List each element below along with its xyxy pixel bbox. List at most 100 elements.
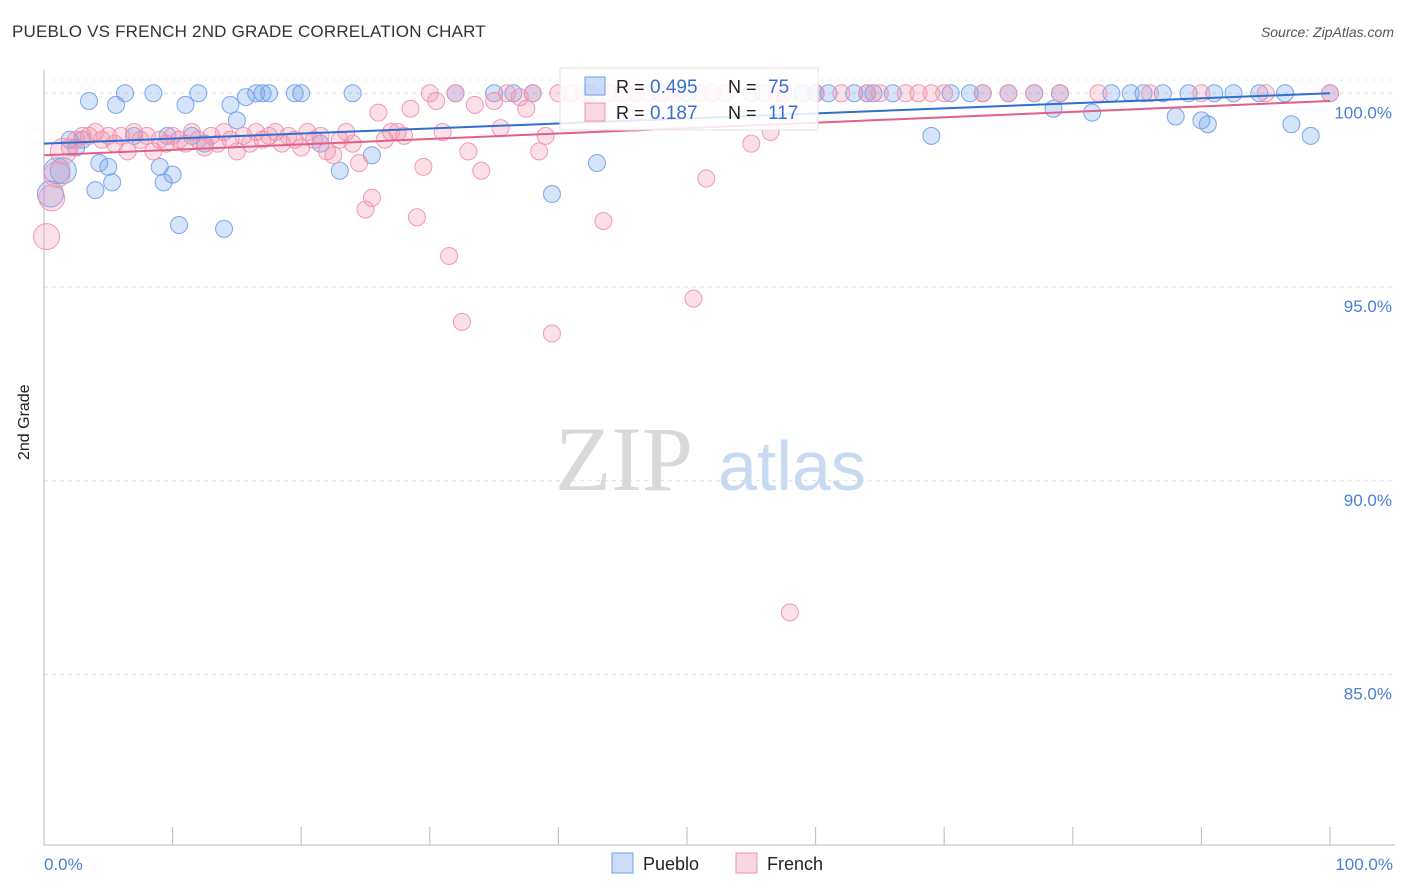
french-point xyxy=(1025,84,1044,103)
pueblo-point xyxy=(236,88,255,107)
french-point xyxy=(1050,84,1069,103)
french-point xyxy=(858,84,877,103)
pueblo-point xyxy=(253,84,272,103)
pueblo-point xyxy=(103,173,122,192)
french-point xyxy=(414,157,433,176)
pueblo-point xyxy=(1083,103,1102,122)
pueblo-point xyxy=(1153,84,1172,103)
french-point xyxy=(684,289,703,308)
pueblo-point xyxy=(1301,126,1320,145)
pueblo-point xyxy=(154,173,173,192)
pueblo-point xyxy=(845,84,864,103)
pueblo-point xyxy=(1198,115,1217,134)
pueblo-point xyxy=(819,84,838,103)
pueblo-stats-swatch xyxy=(584,76,606,96)
pueblo-point xyxy=(485,84,504,103)
french-point xyxy=(369,103,388,122)
french-point xyxy=(870,84,889,103)
french-point xyxy=(407,208,426,227)
french-point xyxy=(427,92,446,110)
pueblo-point xyxy=(1250,84,1269,103)
stats-legend: R = 0.495 N = 75 R = 0.187 N = 117 xyxy=(559,67,819,131)
french-point xyxy=(1089,84,1108,103)
pueblo-point xyxy=(99,157,118,176)
pueblo-point xyxy=(189,84,208,103)
y-tick-label: 85.0% xyxy=(1344,685,1392,704)
pueblo-point xyxy=(221,95,240,114)
french-point xyxy=(832,84,851,103)
y-tick-label: 100.0% xyxy=(1334,103,1392,122)
pueblo-point xyxy=(292,84,311,103)
pueblo-point xyxy=(542,185,561,203)
pueblo-point xyxy=(330,161,349,180)
french-point xyxy=(523,84,542,103)
french-point xyxy=(43,161,71,189)
x-tick-label-min: 0.0% xyxy=(44,855,83,874)
grid-lines xyxy=(44,79,1395,675)
pueblo-point xyxy=(1044,99,1063,118)
pueblo-point xyxy=(864,84,883,103)
french-point xyxy=(909,84,928,103)
french-point xyxy=(343,134,362,153)
pueblo-point xyxy=(227,111,246,130)
french-point xyxy=(472,161,491,180)
x-tick-label-max: 100.0% xyxy=(1335,855,1393,874)
french-point xyxy=(491,119,510,138)
source-label: Source: ZipAtlas.com xyxy=(1260,24,1394,40)
pueblo-point xyxy=(215,219,234,238)
watermark-atlas: atlas xyxy=(718,427,866,505)
stats-n-label: N = xyxy=(728,77,757,97)
french-point xyxy=(452,312,471,331)
pueblo-point xyxy=(1275,84,1294,103)
french-point xyxy=(922,84,941,103)
french-point xyxy=(311,126,330,145)
pueblo-point xyxy=(90,154,109,172)
stats-box xyxy=(559,67,819,131)
pueblo-point xyxy=(176,95,195,114)
pueblo-point xyxy=(941,84,960,103)
french-point xyxy=(742,134,761,153)
french-point xyxy=(362,188,381,207)
french-point xyxy=(973,84,992,103)
french-point xyxy=(459,142,478,161)
french-point xyxy=(896,84,915,103)
french-point xyxy=(465,95,484,114)
french-point xyxy=(594,212,613,231)
french-point xyxy=(38,184,66,212)
french-point xyxy=(935,84,954,103)
series-legend: Pueblo French xyxy=(611,852,823,874)
pueblo-point xyxy=(587,154,606,172)
stats-r-label: R = xyxy=(616,103,645,123)
stats-r-value: 0.495 xyxy=(650,77,698,98)
stats-r-value: 0.187 xyxy=(650,103,698,124)
pueblo-point xyxy=(260,84,279,103)
pueblo-point xyxy=(247,84,266,103)
legend-label-pueblo: Pueblo xyxy=(643,854,699,874)
stats-r-label: R = xyxy=(616,77,645,97)
pueblo-point xyxy=(1134,84,1153,103)
pueblo-point xyxy=(883,84,902,103)
pueblo-point xyxy=(960,84,979,103)
pueblo-point xyxy=(1166,107,1185,126)
french-point xyxy=(999,84,1018,103)
y-tick-label: 90.0% xyxy=(1344,491,1392,510)
pueblo-point xyxy=(116,84,135,103)
french-point xyxy=(517,99,536,118)
french-point xyxy=(401,99,420,118)
pueblo-point xyxy=(343,84,362,103)
watermark-zip: ZIP xyxy=(555,408,693,510)
french-point xyxy=(350,154,369,172)
pueblo-point xyxy=(1179,84,1198,103)
pueblo-point xyxy=(144,84,163,103)
french-stats-swatch xyxy=(584,102,606,122)
french-point xyxy=(1256,84,1275,103)
pueblo-point xyxy=(80,92,99,110)
french-point xyxy=(324,146,343,165)
french-point xyxy=(536,126,555,145)
french-point xyxy=(697,169,716,188)
pueblo-point xyxy=(170,216,189,234)
pueblo-point xyxy=(285,84,304,103)
pueblo-point xyxy=(1282,115,1301,134)
chart-title: PUEBLO VS FRENCH 2ND GRADE CORRELATION C… xyxy=(12,22,486,41)
